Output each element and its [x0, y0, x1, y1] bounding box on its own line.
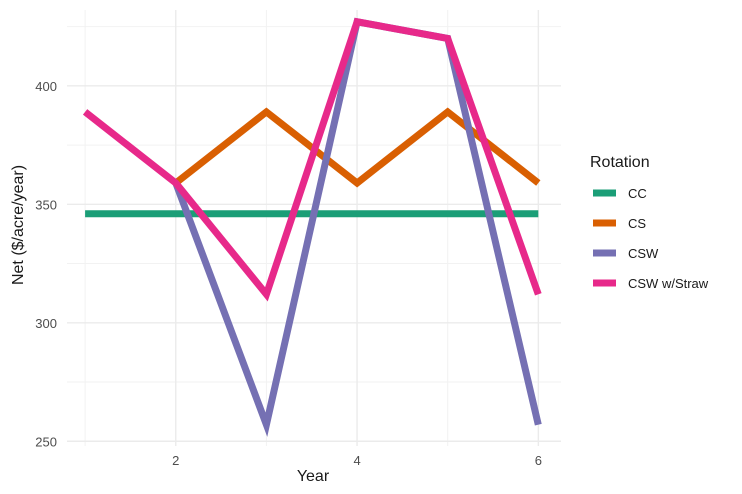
x-tick-label: 6: [535, 453, 542, 468]
y-tick-label: 250: [35, 434, 57, 449]
legend-label-csw-w-straw: CSW w/Straw: [628, 276, 709, 291]
legend-label-csw: CSW: [628, 246, 659, 261]
x-tick-label: 4: [353, 453, 360, 468]
legend-title: Rotation: [590, 154, 650, 171]
legend: Rotation CC CS CSW CSW w/Straw: [590, 154, 709, 291]
y-tick-label: 300: [35, 316, 57, 331]
y-axis-title: Net ($/acre/year): [10, 165, 27, 285]
x-axis-ticks: 2 4 6: [172, 453, 542, 468]
y-tick-label: 400: [35, 79, 57, 94]
legend-label-cs: CS: [628, 216, 646, 231]
x-axis-title: Year: [297, 468, 330, 485]
y-axis-ticks: 250 300 350 400: [35, 79, 57, 449]
series-lines: [82, 17, 542, 437]
series-line-csw-w-straw: [82, 17, 542, 302]
series-line-cs: [173, 107, 541, 188]
x-tick-label: 2: [172, 453, 179, 468]
y-tick-label: 350: [35, 197, 57, 212]
legend-label-cc: CC: [628, 186, 647, 201]
